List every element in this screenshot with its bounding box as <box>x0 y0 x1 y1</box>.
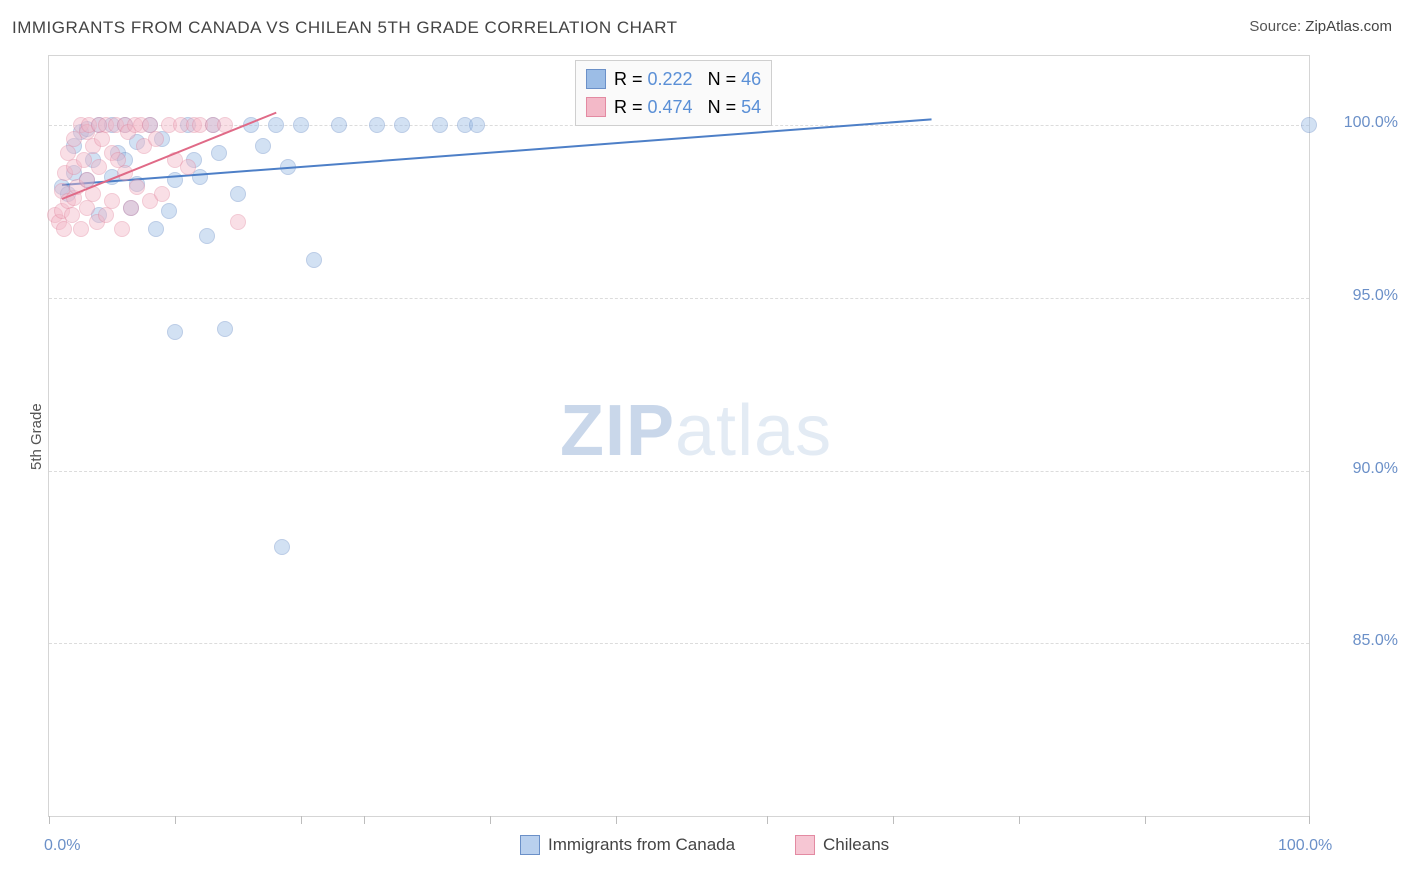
data-point-canada <box>211 145 227 161</box>
data-point-chile <box>56 221 72 237</box>
data-point-chile <box>123 200 139 216</box>
x-tick-mark <box>364 816 365 824</box>
data-point-chile <box>91 159 107 175</box>
legend-item: Immigrants from Canada <box>520 835 735 855</box>
data-point-chile <box>76 152 92 168</box>
data-point-canada <box>331 117 347 133</box>
data-point-chile <box>94 131 110 147</box>
x-tick-mark <box>893 816 894 824</box>
data-point-canada <box>268 117 284 133</box>
source-label: Source: ZipAtlas.com <box>1249 18 1392 35</box>
x-tick-label: 100.0% <box>1278 837 1332 855</box>
data-point-chile <box>104 193 120 209</box>
data-point-canada <box>217 321 233 337</box>
data-point-canada <box>167 324 183 340</box>
stats-row-chile: R = 0.474 N = 54 <box>586 93 761 121</box>
data-point-chile <box>129 179 145 195</box>
data-point-canada <box>148 221 164 237</box>
data-point-chile <box>180 159 196 175</box>
data-point-chile <box>154 186 170 202</box>
data-point-canada <box>1301 117 1317 133</box>
legend-item: Chileans <box>795 835 889 855</box>
data-point-chile <box>79 200 95 216</box>
x-tick-mark <box>49 816 50 824</box>
x-tick-mark <box>301 816 302 824</box>
x-tick-mark <box>175 816 176 824</box>
stats-row-canada: R = 0.222 N = 46 <box>586 65 761 93</box>
swatch-canada <box>586 69 606 89</box>
data-point-chile <box>98 207 114 223</box>
y-tick-label: 95.0% <box>1318 287 1398 305</box>
stats-text: R = 0.474 N = 54 <box>614 93 761 121</box>
gridline <box>49 298 1309 299</box>
y-tick-label: 90.0% <box>1318 460 1398 478</box>
x-tick-label: 0.0% <box>44 837 80 855</box>
data-point-chile <box>114 221 130 237</box>
data-point-canada <box>161 203 177 219</box>
scatter-plot <box>48 55 1310 817</box>
data-point-canada <box>394 117 410 133</box>
x-tick-mark <box>1145 816 1146 824</box>
data-point-canada <box>199 228 215 244</box>
source-name: ZipAtlas.com <box>1305 18 1392 35</box>
y-tick-label: 100.0% <box>1318 114 1398 132</box>
correlation-stats-box: R = 0.222 N = 46 R = 0.474 N = 54 <box>575 60 772 126</box>
data-point-canada <box>293 117 309 133</box>
chart-title: IMMIGRANTS FROM CANADA VS CHILEAN 5TH GR… <box>12 18 678 38</box>
data-point-chile <box>230 214 246 230</box>
data-point-canada <box>469 117 485 133</box>
data-point-canada <box>230 186 246 202</box>
x-tick-mark <box>767 816 768 824</box>
legend-label: Immigrants from Canada <box>548 835 735 855</box>
gridline <box>49 643 1309 644</box>
legend-swatch <box>520 835 540 855</box>
data-point-canada <box>255 138 271 154</box>
data-point-canada <box>369 117 385 133</box>
legend-swatch <box>795 835 815 855</box>
data-point-chile <box>73 221 89 237</box>
y-tick-label: 85.0% <box>1318 632 1398 650</box>
y-axis-label: 5th Grade <box>28 403 45 470</box>
data-point-chile <box>148 131 164 147</box>
x-tick-mark <box>616 816 617 824</box>
x-tick-mark <box>1019 816 1020 824</box>
data-point-canada <box>274 539 290 555</box>
gridline <box>49 471 1309 472</box>
data-point-canada <box>306 252 322 268</box>
swatch-chile <box>586 97 606 117</box>
x-tick-mark <box>1309 816 1310 824</box>
source-prefix: Source: <box>1249 18 1301 35</box>
legend-label: Chileans <box>823 835 889 855</box>
data-point-canada <box>432 117 448 133</box>
x-tick-mark <box>490 816 491 824</box>
stats-text: R = 0.222 N = 46 <box>614 65 761 93</box>
